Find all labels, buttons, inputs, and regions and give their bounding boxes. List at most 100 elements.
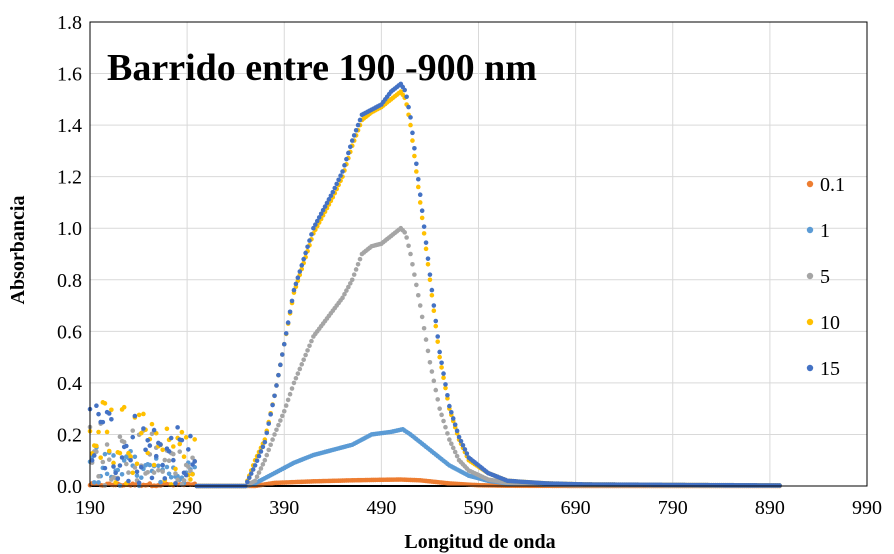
- data-point: [262, 439, 268, 445]
- data-point: [410, 262, 415, 267]
- data-point: [351, 272, 357, 277]
- data-point: [316, 215, 322, 220]
- data-point: [254, 458, 260, 464]
- data-point: [417, 200, 423, 205]
- data-point: [456, 434, 462, 440]
- data-point: [138, 430, 144, 436]
- y-axis-tick-labels: 0.0 0.2 0.4 0.6 0.8 1.0 1.2 1.4 1.6 1.8: [57, 12, 82, 498]
- data-point: [254, 474, 260, 480]
- data-point: [181, 478, 187, 483]
- data-point: [415, 176, 421, 182]
- data-point: [450, 416, 456, 421]
- data-point: [171, 457, 176, 463]
- data-point: [303, 352, 308, 358]
- chart-title: Barrido entre 190 -900 nm: [107, 47, 537, 89]
- data-point: [126, 478, 131, 484]
- data-point: [260, 444, 266, 450]
- y-tick-label: 0.0: [57, 476, 82, 498]
- data-point: [320, 207, 326, 213]
- data-point: [437, 406, 442, 411]
- data-point: [264, 430, 270, 436]
- data-point: [134, 461, 140, 467]
- data-point: [156, 467, 161, 473]
- data-point: [462, 447, 468, 452]
- legend-marker: [806, 318, 814, 326]
- y-tick-label: 1.4: [57, 115, 82, 137]
- series-5: [87, 225, 782, 489]
- x-tick-label: 890: [755, 497, 785, 519]
- y-tick-label: 1.0: [57, 218, 82, 240]
- data-point: [301, 256, 306, 262]
- y-tick-label: 1.6: [57, 64, 82, 86]
- data-point: [421, 224, 427, 229]
- data-point: [305, 348, 310, 353]
- data-point: [357, 117, 363, 123]
- data-point: [171, 444, 176, 449]
- data-point: [334, 181, 339, 187]
- data-point: [147, 443, 153, 448]
- data-point: [104, 429, 110, 435]
- data-point: [431, 303, 437, 308]
- data-point: [280, 413, 285, 419]
- data-point: [94, 449, 99, 455]
- data-point: [414, 169, 419, 174]
- data-point: [293, 375, 299, 381]
- data-point: [435, 397, 441, 402]
- data-point: [266, 447, 272, 453]
- data-point: [102, 401, 108, 406]
- data-point: [177, 449, 183, 454]
- data-point: [419, 208, 425, 213]
- data-point: [347, 281, 353, 286]
- data-point: [109, 407, 114, 413]
- data-point: [106, 448, 112, 454]
- data-point: [414, 282, 419, 288]
- data-point: [160, 469, 165, 474]
- data-point: [303, 250, 308, 256]
- data-point: [96, 480, 101, 485]
- data-point: [404, 94, 409, 100]
- data-point: [258, 466, 264, 471]
- data-point: [328, 193, 334, 199]
- data-point: [158, 479, 163, 485]
- data-point: [145, 469, 150, 475]
- data-point: [445, 392, 450, 398]
- data-point: [168, 435, 174, 441]
- legend-label: 10: [820, 312, 840, 334]
- x-tick-label: 790: [658, 497, 688, 519]
- data-point: [291, 380, 297, 386]
- data-point: [94, 443, 99, 449]
- series-15: [87, 81, 782, 489]
- data-point: [162, 476, 168, 481]
- data-point: [433, 323, 439, 329]
- data-point: [415, 292, 421, 298]
- data-point: [190, 455, 195, 461]
- data-point: [156, 463, 161, 469]
- data-point: [450, 445, 456, 451]
- data-point: [166, 471, 172, 477]
- data-point: [136, 412, 142, 418]
- data-point: [149, 421, 155, 427]
- data-point: [433, 387, 439, 393]
- data-point: [276, 422, 281, 428]
- x-tick-label: 690: [561, 497, 591, 519]
- data-point: [175, 477, 180, 483]
- legend-label: 15: [820, 358, 840, 380]
- data-point: [419, 215, 425, 221]
- data-point: [264, 452, 270, 458]
- data-point: [185, 464, 191, 469]
- data-point: [425, 256, 431, 261]
- data-point: [250, 467, 256, 472]
- data-point: [285, 320, 291, 325]
- data-point: [441, 418, 446, 424]
- data-point: [439, 365, 444, 370]
- data-point: [124, 461, 129, 467]
- series-layer: [87, 81, 782, 489]
- data-point: [98, 455, 103, 460]
- data-point: [439, 360, 444, 366]
- data-point: [119, 455, 125, 460]
- data-point: [332, 185, 338, 191]
- data-point: [272, 432, 277, 437]
- data-point: [423, 246, 429, 252]
- data-point: [412, 146, 417, 151]
- data-point: [102, 483, 108, 488]
